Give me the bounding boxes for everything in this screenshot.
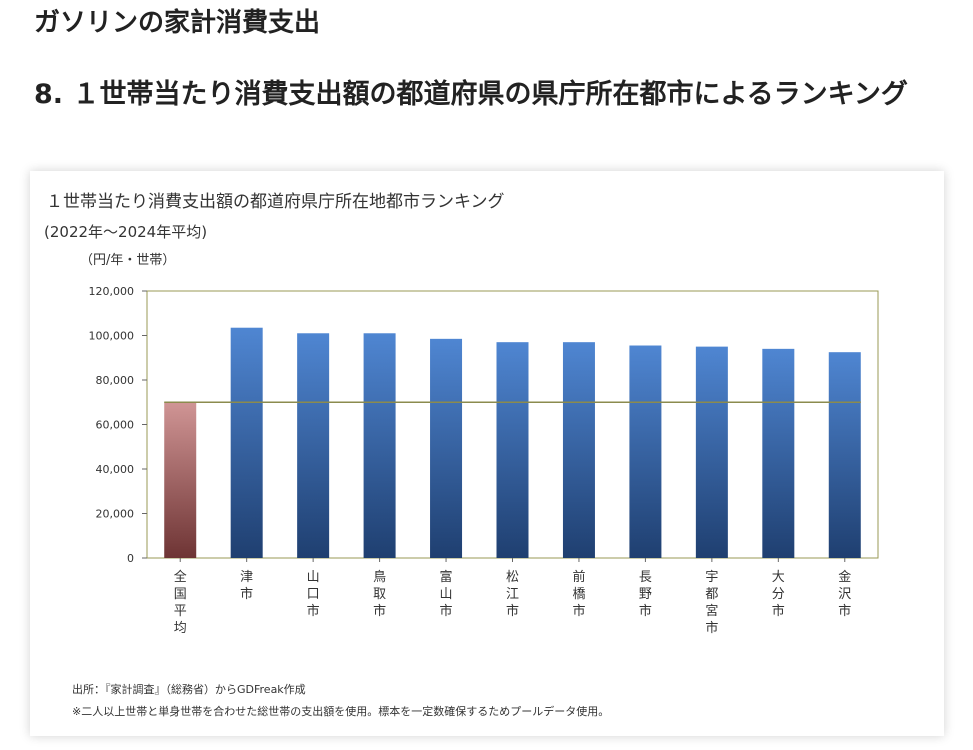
y-axis-unit-label: （円/年・世帯） [80,253,176,268]
y-tick-label: 100,000 [89,330,135,343]
y-tick-label: 80,000 [96,374,135,387]
x-category-label: 長野市 [639,570,652,619]
footnotes: 出所：『家計調査』（総務省）からGDFreak作成 ※二人以上世帯と単身世帯を合… [72,679,609,723]
x-category-label: 金沢市 [838,569,851,619]
x-category-label: 全国平均 [174,569,187,636]
bar [230,327,263,558]
bar-chart: 0 20,000 40,000 60,000 80,000 100,000 120,000 全… [89,285,879,636]
bar [762,348,795,558]
x-category-label: 富山市 [440,569,453,619]
y-tick-label: 20,000 [96,508,135,521]
method-note: ※二人以上世帯と単身世帯を合わせた総世帯の支出額を使用。標本を一定数確保するため… [72,705,610,718]
bar [629,345,662,558]
bar [828,352,861,558]
bar [363,333,396,558]
page-title: ガソリンの家計消費支出 [34,8,321,38]
x-category-label: 松江市 [506,570,519,619]
section-title: 8. １世帯当たり消費支出額の都道府県の県庁所在都市によるランキング [34,79,908,110]
x-category-label: 鳥取市 [373,570,386,619]
bar [297,333,330,558]
x-category-label: 大分市 [772,570,785,619]
y-tick-label: 0 [127,552,134,565]
y-tick-label: 60,000 [96,419,135,432]
bar [562,342,595,558]
y-tick-label: 40,000 [96,463,135,476]
x-category-label: 津市 [240,570,253,602]
bar [430,338,463,558]
chart-subtitle: (2022年～2024年平均) [44,223,208,241]
chart-title: １世帯当たり消費支出額の都道府県庁所在地都市ランキング [46,192,505,212]
x-category-label: 山口市 [307,570,320,619]
bar-national-average [164,402,197,558]
bar [695,346,728,558]
x-category-label: 前橋市 [572,569,585,619]
y-tick-label: 120,000 [89,285,135,298]
chart-card: １世帯当たり消費支出額の都道府県庁所在地都市ランキング (2022年～2024年… [30,171,944,736]
source-note: 出所：『家計調査』（総務省）からGDFreak作成 [72,683,306,696]
bar [496,342,529,558]
x-category-label: 宇都宮市 [705,570,718,636]
